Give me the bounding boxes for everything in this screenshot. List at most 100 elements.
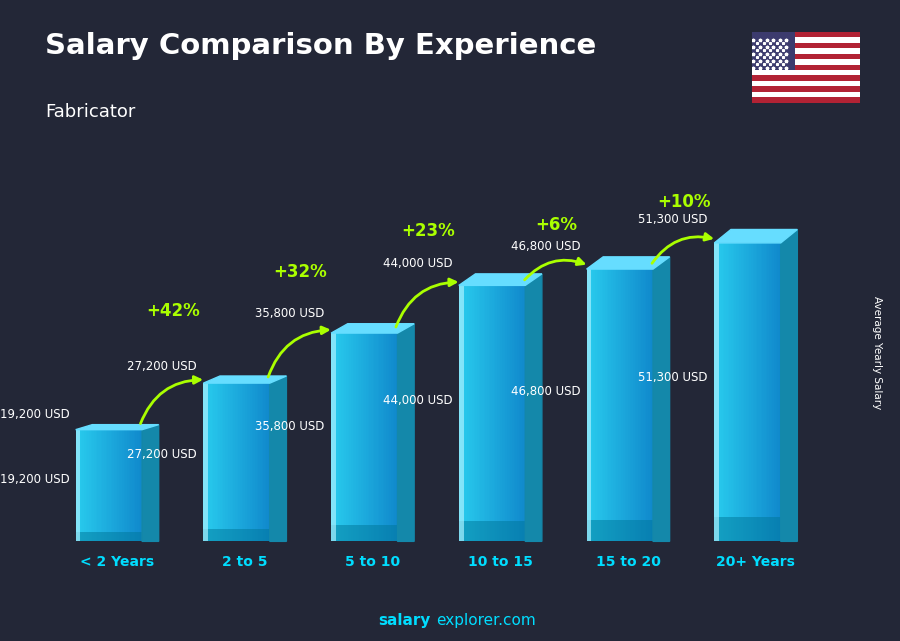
- Bar: [630, 269, 632, 542]
- Bar: [137, 429, 139, 542]
- Bar: [752, 97, 860, 103]
- Bar: [373, 333, 374, 542]
- Bar: [608, 269, 610, 542]
- Bar: [459, 285, 461, 542]
- Bar: [749, 243, 751, 542]
- Bar: [219, 383, 220, 542]
- Bar: [388, 333, 389, 542]
- Bar: [768, 243, 769, 542]
- Text: +32%: +32%: [274, 263, 328, 281]
- Bar: [613, 269, 615, 542]
- Bar: [739, 243, 741, 542]
- Text: 19,200 USD: 19,200 USD: [0, 474, 69, 487]
- Text: 44,000 USD: 44,000 USD: [382, 258, 453, 271]
- Bar: [587, 269, 589, 542]
- Bar: [764, 243, 766, 542]
- Polygon shape: [780, 229, 797, 542]
- Bar: [591, 269, 593, 542]
- Bar: [487, 285, 489, 542]
- Bar: [104, 429, 105, 542]
- Bar: [471, 285, 473, 542]
- Bar: [86, 429, 87, 542]
- Text: 51,300 USD: 51,300 USD: [638, 213, 708, 226]
- Polygon shape: [76, 424, 158, 429]
- Bar: [355, 333, 356, 542]
- Bar: [762, 243, 764, 542]
- Bar: [231, 383, 233, 542]
- Bar: [268, 383, 270, 542]
- Bar: [779, 243, 780, 542]
- Bar: [248, 383, 250, 542]
- Bar: [461, 285, 463, 542]
- Bar: [338, 333, 339, 542]
- Bar: [494, 285, 495, 542]
- Bar: [716, 243, 717, 542]
- Bar: [741, 243, 742, 542]
- Polygon shape: [715, 229, 797, 243]
- Text: 2 to 5: 2 to 5: [222, 555, 267, 569]
- Polygon shape: [203, 376, 286, 383]
- Bar: [140, 429, 142, 542]
- Bar: [644, 269, 646, 542]
- Bar: [237, 383, 239, 542]
- Bar: [331, 333, 336, 542]
- Polygon shape: [459, 274, 542, 285]
- Bar: [91, 429, 93, 542]
- Text: +6%: +6%: [535, 216, 577, 234]
- Bar: [353, 333, 355, 542]
- Bar: [512, 285, 514, 542]
- Bar: [263, 383, 265, 542]
- Bar: [495, 285, 497, 542]
- Bar: [489, 285, 491, 542]
- Bar: [524, 285, 526, 542]
- Bar: [245, 383, 247, 542]
- Bar: [241, 383, 243, 542]
- Bar: [756, 243, 758, 542]
- Bar: [386, 333, 388, 542]
- Bar: [652, 269, 653, 542]
- Bar: [766, 243, 768, 542]
- Bar: [363, 333, 365, 542]
- Bar: [738, 243, 739, 542]
- Bar: [217, 383, 219, 542]
- Text: 15 to 20: 15 to 20: [596, 555, 661, 569]
- Bar: [770, 243, 772, 542]
- Bar: [392, 333, 394, 542]
- Bar: [517, 285, 518, 542]
- Bar: [203, 383, 205, 542]
- Bar: [364, 333, 366, 542]
- Polygon shape: [331, 324, 414, 333]
- Text: 35,800 USD: 35,800 USD: [256, 307, 325, 320]
- Bar: [122, 429, 124, 542]
- Bar: [339, 333, 341, 542]
- Bar: [251, 383, 253, 542]
- Bar: [240, 383, 241, 542]
- Text: < 2 Years: < 2 Years: [80, 555, 154, 569]
- Bar: [336, 333, 338, 542]
- Bar: [205, 383, 207, 542]
- Bar: [117, 429, 119, 542]
- Bar: [349, 333, 351, 542]
- Bar: [492, 285, 494, 542]
- Bar: [127, 429, 129, 542]
- Polygon shape: [587, 257, 670, 269]
- Bar: [744, 243, 746, 542]
- Bar: [587, 520, 653, 542]
- Bar: [746, 243, 748, 542]
- Bar: [260, 383, 262, 542]
- Bar: [778, 243, 779, 542]
- Bar: [628, 269, 630, 542]
- Bar: [135, 429, 137, 542]
- Bar: [625, 269, 626, 542]
- Bar: [394, 333, 396, 542]
- Bar: [243, 383, 245, 542]
- Bar: [203, 529, 270, 542]
- Bar: [752, 65, 860, 70]
- Bar: [351, 333, 353, 542]
- Bar: [500, 285, 502, 542]
- Bar: [752, 76, 860, 81]
- Bar: [389, 333, 391, 542]
- Bar: [113, 429, 115, 542]
- Bar: [109, 429, 111, 542]
- Bar: [736, 243, 738, 542]
